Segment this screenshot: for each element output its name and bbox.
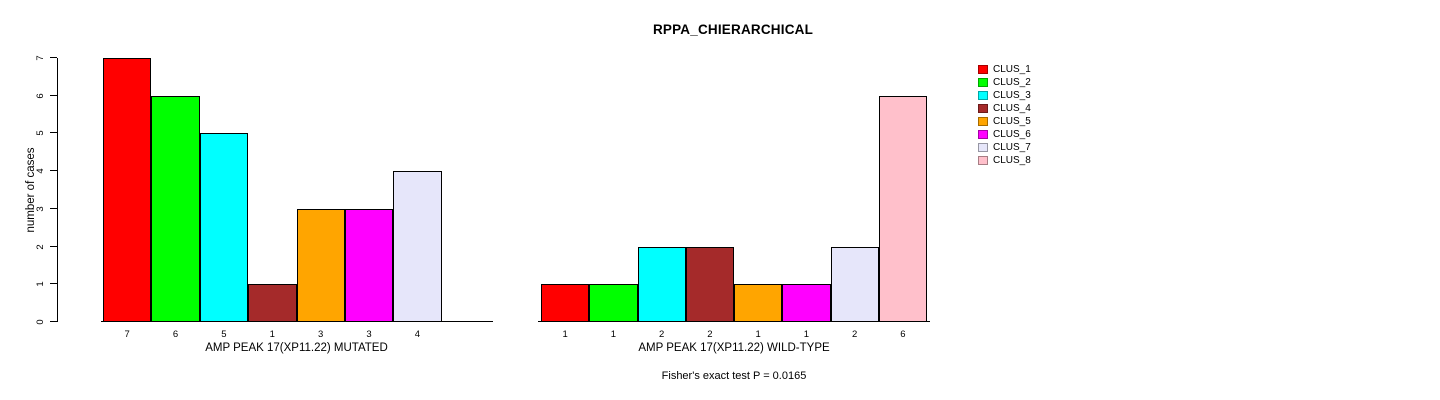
y-tick-mark [50,57,57,58]
bar-clus_6 [782,284,831,322]
legend-swatch-icon [978,156,988,165]
legend-item-clus_7: CLUS_7 [978,141,1031,154]
x-axis-line [101,321,493,322]
bar-clus_7 [830,246,879,322]
x-tick-label: 7 [124,329,130,340]
legend-item-clus_3: CLUS_3 [978,89,1031,102]
y-tick-mark [50,132,57,134]
bar-clus_2 [151,95,200,322]
y-tick-label: 2 [35,243,46,250]
x-tick-label: 6 [900,329,906,340]
y-tick-label: 4 [35,168,46,174]
x-tick-label: 3 [366,329,372,340]
legend-swatch-icon [978,143,988,152]
bar-clus_6 [344,208,394,322]
y-tick-label: 1 [35,281,46,287]
y-tick-mark [50,94,57,96]
x-tick-label: 1 [269,329,275,340]
y-tick-mark [50,283,57,285]
legend-label: CLUS_3 [993,90,1031,101]
x-axis-title-mutated: AMP PEAK 17(XP11.22) MUTATED [205,342,388,354]
y-tick-label: 5 [35,130,46,137]
x-axis-title-wild-type: AMP PEAK 17(XP11.22) WILD-TYPE [638,342,830,354]
x-tick-label: 2 [707,329,713,340]
legend-swatch-icon [978,91,988,100]
legend: CLUS_1 CLUS_2 CLUS_3 CLUS_4 CLUS_5 CLUS_6 CLUS… [978,63,1031,167]
bar-clus_1 [541,284,590,322]
legend-item-clus_4: CLUS_4 [978,102,1031,115]
fisher-test-caption: Fisher's exact test P = 0.0165 [661,370,807,382]
legend-item-clus_6: CLUS_6 [978,128,1031,141]
bars-area: 1 1 2 2 1 1 2 6 [541,58,927,340]
bar-clus_2 [589,284,638,322]
legend-label: CLUS_2 [993,77,1031,88]
x-tick-label: 1 [803,329,810,340]
x-tick-label: 1 [562,329,568,340]
y-tick-mark [50,207,57,209]
chart-title: RPPA_CHIERARCHICAL [652,22,814,37]
y-tick-label: 7 [35,55,46,61]
x-tick-label: 2 [658,329,665,340]
bar-chart-wild-type: 1 1 2 2 1 1 2 6 [538,58,930,340]
x-tick-label: 5 [221,329,227,340]
bar-clus_3 [637,246,686,322]
bar-clus_3 [199,133,249,322]
y-tick-label: 0 [35,319,46,325]
bar-chart-mutated: 7 6 5 1 3 3 4 0 1 2 3 4 5 6 7 [35,55,493,340]
bars-area: 7 6 5 1 3 3 4 [103,58,490,340]
legend-label: CLUS_8 [993,155,1031,166]
x-tick-label: 3 [318,329,324,340]
legend-item-clus_5: CLUS_5 [978,115,1031,128]
y-tick-label: 6 [35,93,46,99]
x-tick-label: 2 [851,329,858,340]
legend-label: CLUS_4 [993,103,1031,114]
legend-label: CLUS_5 [993,116,1031,127]
x-tick-label: 1 [755,329,761,340]
x-axis-line [538,321,930,322]
legend-swatch-icon [978,78,988,87]
y-tick-mark [50,170,57,172]
legend-label: CLUS_7 [993,142,1031,153]
legend-item-clus_1: CLUS_1 [978,63,1031,76]
legend-swatch-icon [978,130,988,139]
bar-clus_7 [393,171,442,322]
x-tick-label: 6 [172,329,179,340]
bar-clus_1 [103,58,152,322]
bar-clus_5 [296,208,345,322]
x-tick-label: 1 [610,329,617,340]
legend-swatch-icon [978,104,988,113]
legend-item-clus_2: CLUS_2 [978,76,1031,89]
bar-clus_5 [734,284,783,322]
bar-clus_4 [248,284,297,322]
y-tick-label: 3 [35,206,46,212]
y-axis-line [57,58,58,322]
legend-swatch-icon [978,117,988,126]
legend-item-clus_8: CLUS_8 [978,154,1031,167]
bar-clus_4 [685,246,734,322]
legend-swatch-icon [978,65,988,74]
legend-label: CLUS_6 [993,129,1031,140]
x-tick-label: 4 [414,329,421,340]
y-tick-mark [50,321,57,322]
bar-clus_8 [878,95,927,322]
legend-label: CLUS_1 [993,64,1031,75]
y-tick-mark [50,245,57,247]
